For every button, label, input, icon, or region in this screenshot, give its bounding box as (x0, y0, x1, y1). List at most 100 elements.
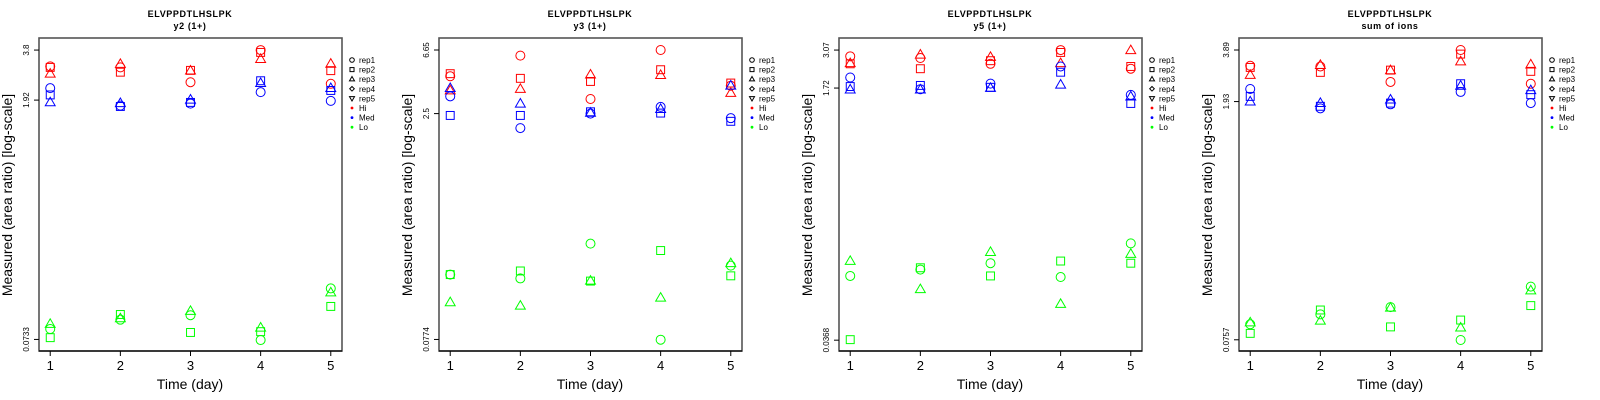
point-lo-rep1-day5 (325, 283, 336, 294)
chart-subtitle: y2 (1+) (174, 21, 207, 31)
legend-rep2-icon (1149, 67, 1155, 73)
y-tick-label: 0.0757 (1222, 327, 1231, 352)
legend-label: Lo (1159, 123, 1168, 132)
legend-label: rep5 (1159, 94, 1176, 103)
y-axis-label: Measured (area ratio) [log-scale] (0, 94, 15, 296)
legend-label: rep3 (359, 75, 376, 84)
legend-rep1-icon (1149, 57, 1155, 63)
point-lo-rep3-day4 (1454, 321, 1467, 332)
legend-label: rep3 (759, 75, 776, 84)
legend-label: rep3 (1159, 75, 1176, 84)
point-hi-rep3-day2 (1314, 58, 1327, 69)
legend-label: rep2 (1159, 66, 1176, 75)
legend-label: Hi (1159, 104, 1167, 113)
point-hi-rep3-day5 (1524, 58, 1537, 69)
point-lo-rep1-day3 (985, 258, 996, 269)
point-hi-rep1-day4 (1455, 45, 1466, 56)
point-med-rep1-day5 (1525, 98, 1536, 109)
data-points (444, 45, 737, 345)
point-hi-rep3-day3 (184, 64, 197, 75)
point-lo-rep3-day3 (184, 304, 197, 315)
legend-label: rep4 (359, 85, 376, 94)
point-med-rep2-day1 (845, 82, 855, 92)
point-lo-rep3-day4 (254, 321, 267, 332)
point-med-rep1-day1 (1245, 83, 1256, 94)
point-med-rep2-day3 (186, 97, 195, 107)
point-hi-rep1-day2 (1315, 61, 1326, 72)
legend-rep2-icon (749, 67, 755, 73)
legend-label: rep5 (1559, 94, 1576, 103)
point-hi-rep2-day2 (115, 67, 125, 77)
point-hi-rep3-day1 (1244, 68, 1257, 79)
legend-rep4-icon (1548, 85, 1556, 92)
point-med-rep3-day4 (1454, 79, 1467, 90)
point-lo-rep3-day1 (1244, 316, 1257, 327)
point-hi-rep3-day2 (514, 82, 527, 93)
legend-rep2-icon (1549, 67, 1555, 73)
point-lo-rep1-day4 (655, 334, 666, 345)
point-hi-rep3-day5 (1124, 44, 1137, 55)
point-med-rep1-day1 (45, 83, 56, 94)
point-hi-rep2-day4 (256, 47, 266, 57)
x-axis-label: Time (day) (957, 376, 1023, 392)
point-lo-rep2-day1 (45, 333, 55, 343)
legend-label: Lo (359, 123, 368, 132)
legend-lo-dot-icon (1150, 125, 1154, 129)
x-axis-label: Time (day) (1357, 376, 1423, 392)
point-med-rep2-day2 (915, 80, 925, 90)
point-lo-rep1-day2 (915, 264, 926, 275)
point-lo-rep3-day1 (44, 317, 57, 328)
legend-label: Med (1559, 114, 1575, 123)
point-hi-rep1-day3 (985, 58, 996, 69)
point-lo-rep2-day4 (656, 246, 666, 255)
point-hi-rep1-day4 (1055, 45, 1066, 56)
legend-rep4-icon (1148, 85, 1156, 92)
point-hi-rep1-day2 (515, 50, 526, 61)
legend-label: rep3 (1559, 75, 1576, 84)
plot-frame (38, 37, 343, 352)
point-lo-rep3-day5 (324, 286, 337, 297)
legend-label: Hi (1559, 104, 1567, 113)
point-lo-rep3-day1 (444, 296, 457, 307)
point-hi-rep1-day3 (585, 93, 596, 104)
point-lo-rep3-day3 (984, 245, 997, 256)
point-lo-rep2-day4 (1056, 256, 1066, 266)
point-med-rep2-day4 (1056, 67, 1066, 77)
x-tick-label: 1 (447, 358, 454, 373)
legend-label: rep4 (1559, 85, 1576, 94)
point-lo-rep3-day3 (584, 274, 597, 285)
legend-med-dot-icon (1150, 116, 1154, 119)
legend-label: rep1 (759, 56, 776, 65)
data-points (844, 44, 1137, 345)
legend-rep3-icon (1548, 75, 1556, 82)
point-med-rep1-day3 (185, 98, 196, 109)
point-hi-rep2-day5 (1126, 62, 1136, 71)
x-tick-label: 5 (327, 358, 334, 373)
point-med-rep1-day5 (725, 113, 736, 124)
legend-med-dot-icon (350, 116, 354, 119)
x-tick-label: 5 (727, 358, 734, 373)
legend-label: Hi (759, 104, 767, 113)
point-lo-rep2-day2 (515, 266, 525, 276)
point-hi-rep2-day1 (45, 62, 55, 72)
y-tick-label: 6.65 (422, 42, 431, 58)
x-tick-label: 1 (47, 358, 54, 373)
y-tick-label: 3.07 (822, 42, 831, 58)
legend-rep3-icon (748, 75, 756, 82)
legend-rep1-icon (349, 57, 355, 63)
point-hi-rep3-day3 (1384, 64, 1397, 75)
point-med-rep2-day5 (1526, 90, 1536, 100)
point-lo-rep1-day4 (1055, 272, 1066, 283)
point-med-rep1-day4 (1055, 61, 1066, 72)
point-hi-rep2-day1 (1245, 62, 1255, 72)
legend-rep1-icon (749, 57, 755, 63)
point-lo-rep2-day4 (1456, 315, 1466, 325)
y-tick-label: 3.89 (1222, 42, 1231, 58)
point-hi-rep1-day5 (325, 78, 336, 89)
point-hi-rep2-day4 (1456, 49, 1466, 59)
point-lo-rep2-day5 (326, 301, 336, 311)
legend-lo-dot-icon (350, 125, 354, 129)
point-med-rep3-day2 (514, 97, 527, 108)
